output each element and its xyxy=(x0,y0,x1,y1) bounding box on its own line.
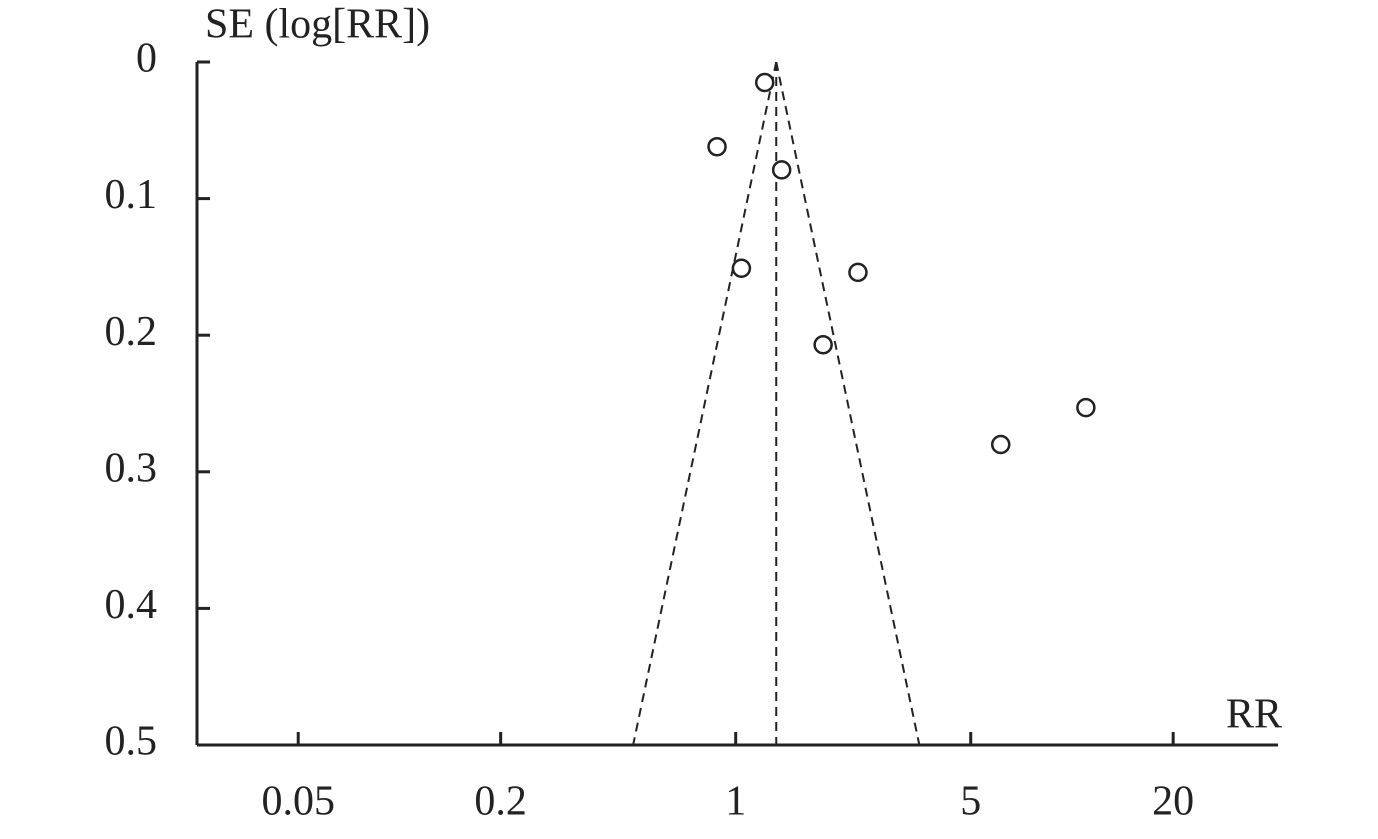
study-point xyxy=(707,136,727,157)
study-point xyxy=(771,160,792,180)
funnel-right xyxy=(775,61,921,746)
y-tick-label: 0.1 xyxy=(105,172,158,218)
x-tick-label: 0.2 xyxy=(474,779,527,825)
y-tick-label: 0 xyxy=(136,36,157,82)
y-tick-label: 0.4 xyxy=(105,582,158,628)
x-tick-label: 5 xyxy=(960,779,981,825)
study-point xyxy=(848,262,868,283)
funnel-left xyxy=(632,61,778,746)
y-tick-label: 0.2 xyxy=(105,309,158,355)
x-tick-label: 1 xyxy=(725,779,746,825)
y-tick-label: 0.5 xyxy=(105,719,158,765)
x-tick-label: 0.05 xyxy=(261,779,335,825)
study-point xyxy=(813,335,833,355)
study-point xyxy=(990,434,1011,455)
x-tick-label: 20 xyxy=(1152,779,1194,825)
study-point xyxy=(731,258,752,279)
x-axis-title: RR xyxy=(1226,692,1282,738)
y-axis-title: SE (log[RR]) xyxy=(205,2,430,48)
study-point xyxy=(1076,397,1096,418)
y-tick-label: 0.3 xyxy=(105,445,158,491)
study-point xyxy=(754,72,775,93)
